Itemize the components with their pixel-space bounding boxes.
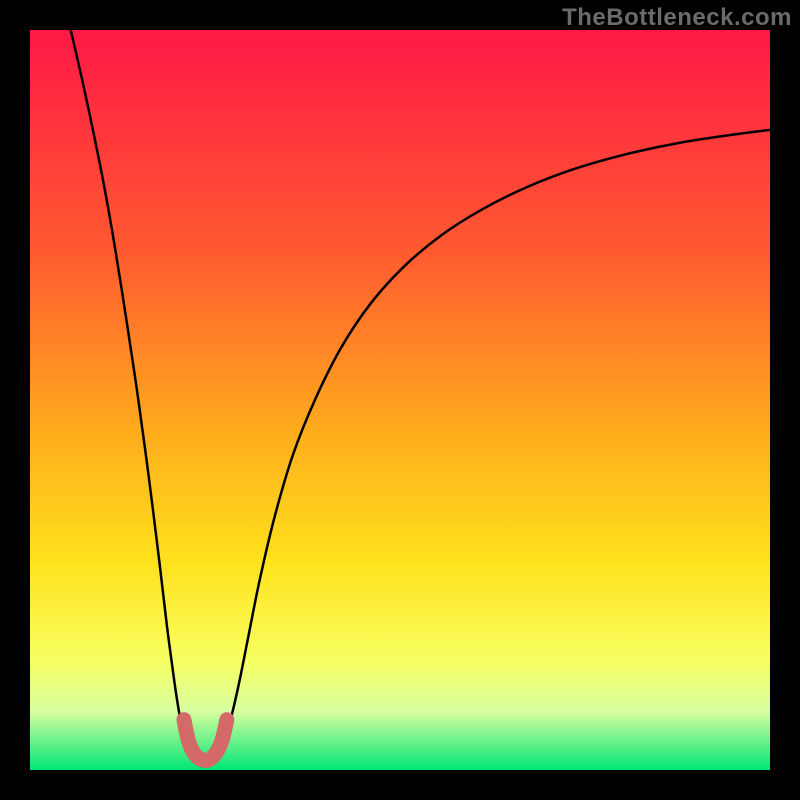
valley-highlight: [184, 720, 227, 761]
chart-overlay: [0, 0, 800, 800]
bottleneck-curve: [71, 30, 770, 765]
